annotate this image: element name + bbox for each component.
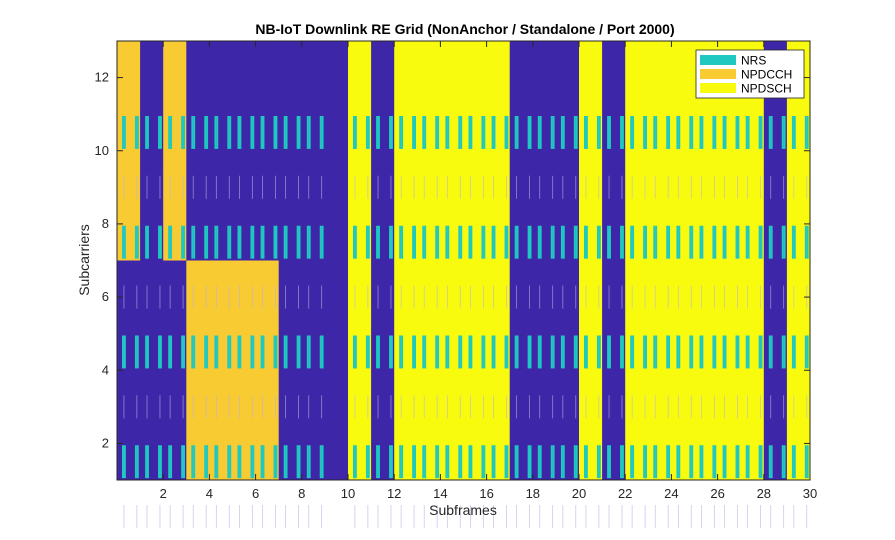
x-tick-label-12: 12: [387, 486, 401, 501]
x-tick-label-24: 24: [664, 486, 678, 501]
legend-label-npdcch: NPDCCH: [741, 68, 792, 82]
y-tick-label-4: 4: [102, 362, 109, 377]
x-tick-label-6: 6: [252, 486, 259, 501]
x-tick-label-14: 14: [433, 486, 447, 501]
channel-blocks: [117, 41, 810, 480]
block-npdsch-4: [394, 41, 510, 480]
block-npdsch-6: [625, 41, 764, 480]
chart-title: NB-IoT Downlink RE Grid (NonAnchor / Sta…: [255, 21, 674, 37]
block-npdsch-3: [348, 41, 372, 480]
legend-label-npdsch: NPDSCH: [741, 82, 792, 96]
x-tick-label-4: 4: [206, 486, 213, 501]
y-tick-label-6: 6: [102, 289, 109, 304]
legend-label-nrs: NRS: [741, 54, 766, 68]
block-npdcch-2: [186, 260, 279, 480]
y-tick-label-8: 8: [102, 216, 109, 231]
y-axis-ticks: 2 4 6 8 10 12: [95, 70, 810, 450]
x-tick-label-28: 28: [757, 486, 771, 501]
block-npdsch-5: [579, 41, 603, 480]
plot-area: [116, 40, 811, 529]
y-axis-label: Subcarriers: [76, 224, 92, 296]
legend-swatch-npdcch: [700, 69, 736, 79]
legend-swatch-nrs: [700, 55, 736, 65]
x-tick-label-18: 18: [526, 486, 540, 501]
block-npdcch-1: [163, 41, 187, 261]
x-tick-label-20: 20: [572, 486, 586, 501]
x-axis-label: Subframes: [429, 502, 497, 518]
x-tick-label-16: 16: [479, 486, 493, 501]
x-axis-ticks: 2 4 6 8 10 12 14 16 18 20 22 24 26 28 30: [160, 41, 817, 501]
nrs-marks: [122, 115, 809, 529]
y-tick-label-10: 10: [95, 143, 109, 158]
y-tick-label-12: 12: [95, 70, 109, 85]
x-tick-label-22: 22: [618, 486, 632, 501]
x-tick-label-26: 26: [710, 486, 724, 501]
x-tick-label-10: 10: [341, 486, 355, 501]
x-tick-label-30: 30: [803, 486, 817, 501]
plot-frame: [116, 40, 811, 481]
y-tick-label-2: 2: [102, 435, 109, 450]
x-tick-label-8: 8: [298, 486, 305, 501]
block-npdcch-0: [117, 41, 141, 261]
legend-swatch-npdsch: [700, 83, 736, 93]
x-tick-label-2: 2: [160, 486, 167, 501]
